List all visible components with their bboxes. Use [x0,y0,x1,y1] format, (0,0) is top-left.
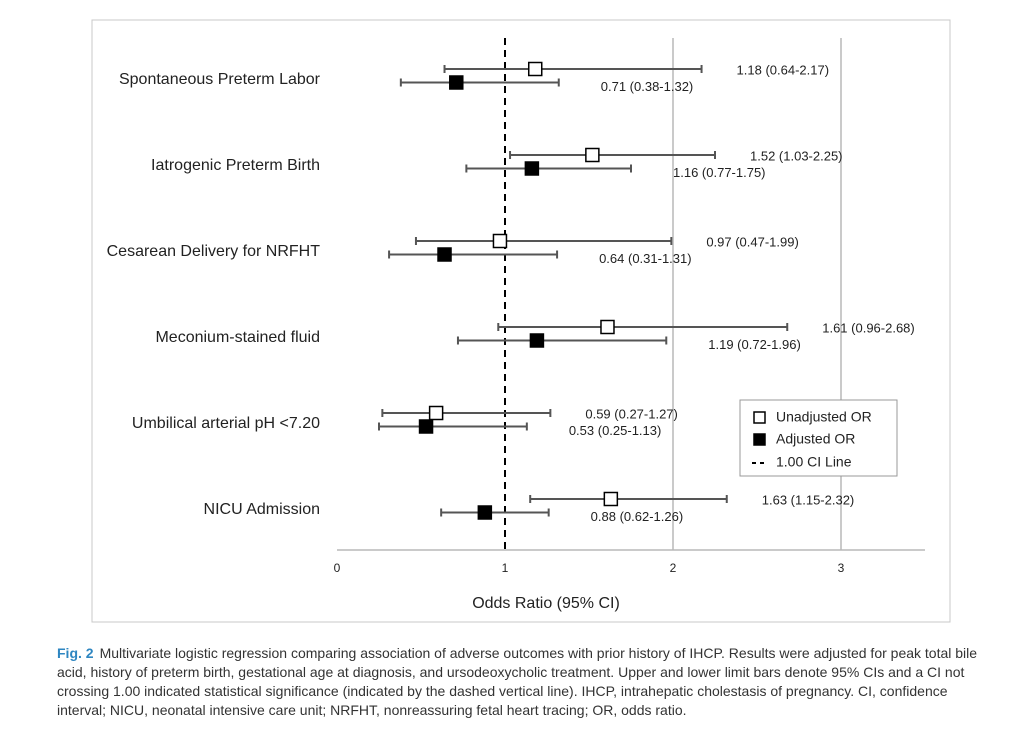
chart: Odds Ratio (95% CI) 0 1 2 3 Spontaneous Pret… [91,19,951,623]
or-marker [529,333,545,348]
category-label: NICU Admission [204,501,320,518]
or-marker [492,233,508,249]
value-label: 1.19 (0.72-1.96) [708,337,801,352]
legend-label: 1.00 CI Line [776,454,852,470]
plot-frame [91,19,951,623]
category-label: Umbilical arterial pH <7.20 [132,415,320,432]
or-marker [418,419,434,434]
x-axis-label: Odds Ratio (95% CI) [472,595,620,612]
x-tick-label: 2 [670,561,677,575]
legend-box [739,399,898,477]
x-tick-label: 1 [502,561,509,575]
or-marker [477,505,493,520]
caption: Fig. 2 Multivariate logistic regression c… [57,644,992,720]
or-marker [524,161,540,176]
x-tick-label: 3 [838,561,845,575]
value-label: 0.97 (0.47-1.99) [706,234,799,249]
value-label: 1.63 (1.15-2.32) [762,492,855,507]
value-label: 0.64 (0.31-1.31) [599,251,692,266]
x-tick-label: 0 [334,561,341,575]
value-label: 1.61 (0.96-2.68) [822,320,915,335]
or-marker [603,491,619,507]
value-label: 1.16 (0.77-1.75) [673,165,766,180]
category-label: Cesarean Delivery for NRFHT [107,243,321,260]
category-label: Spontaneous Preterm Labor [119,71,321,88]
value-label: 0.71 (0.38-1.32) [601,79,694,94]
or-marker [527,61,543,77]
category-label: Meconium-stained fluid [155,329,320,346]
value-label: 1.52 (1.03-2.25) [750,148,843,163]
value-label: 0.88 (0.62-1.26) [591,509,684,524]
value-label: 1.18 (0.64-2.17) [737,62,830,77]
caption-label: Fig. 2 [57,645,94,661]
or-marker [449,75,464,90]
legend-marker [753,433,766,446]
value-label: 0.53 (0.25-1.13) [569,423,662,438]
value-label: 0.59 (0.27-1.27) [585,406,678,421]
caption-text: Multivariate logistic regression compari… [57,645,978,718]
legend-label: Adjusted OR [776,431,855,447]
category-label: Iatrogenic Preterm Birth [151,157,320,174]
legend-label: Unadjusted OR [776,409,872,425]
or-marker [428,405,444,421]
or-marker [585,147,600,163]
or-marker [437,247,452,262]
legend-marker [753,411,766,424]
or-marker [600,319,615,335]
